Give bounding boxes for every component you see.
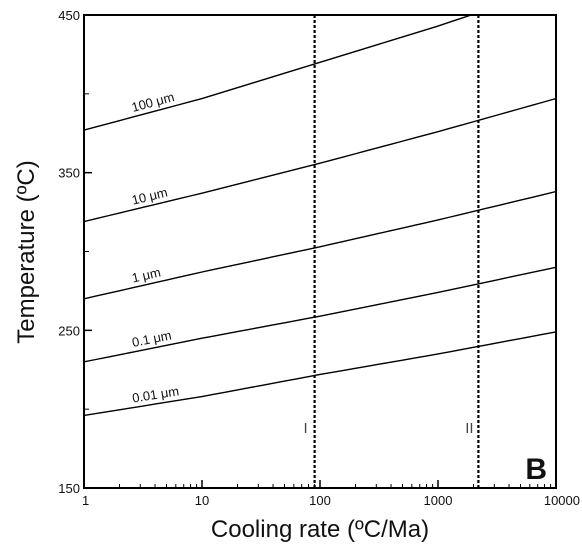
curve-label: 0.1 μm	[131, 327, 173, 350]
curves	[84, 15, 556, 417]
panel-label: B	[525, 453, 547, 486]
y-tick-label: 350	[58, 166, 80, 181]
x-tick-label: 1	[82, 493, 89, 508]
marker-label: II	[465, 420, 473, 437]
y-axis-ticks: 150 250 350 450	[58, 8, 92, 496]
marker-lines	[313, 15, 480, 488]
y-tick-label: 250	[58, 323, 80, 338]
x-axis-title: Cooling rate (ºC/Ma)	[211, 516, 429, 543]
y-tick-label: 450	[58, 8, 80, 23]
plot-frame	[83, 14, 557, 489]
marker-labels: I II	[304, 420, 474, 437]
x-tick-label: 1000	[424, 493, 453, 508]
y-tick-label: 150	[58, 481, 80, 496]
curve-label: 0.01 μm	[131, 383, 180, 405]
curve-label: 1 μm	[130, 265, 162, 286]
x-tick-label: 10000	[544, 493, 580, 508]
y-axis-title: Temperature (ºC)	[13, 160, 40, 343]
curve-label: 10 μm	[130, 185, 169, 208]
curve-line	[84, 266, 556, 363]
x-tick-label: 100	[309, 493, 331, 508]
x-tick-label: 10	[195, 493, 209, 508]
curve-line	[84, 97, 556, 223]
curve-line	[84, 15, 474, 131]
x-axis-ticks: 1 10 100 1000 10000	[82, 480, 580, 508]
marker-label: I	[304, 420, 308, 437]
